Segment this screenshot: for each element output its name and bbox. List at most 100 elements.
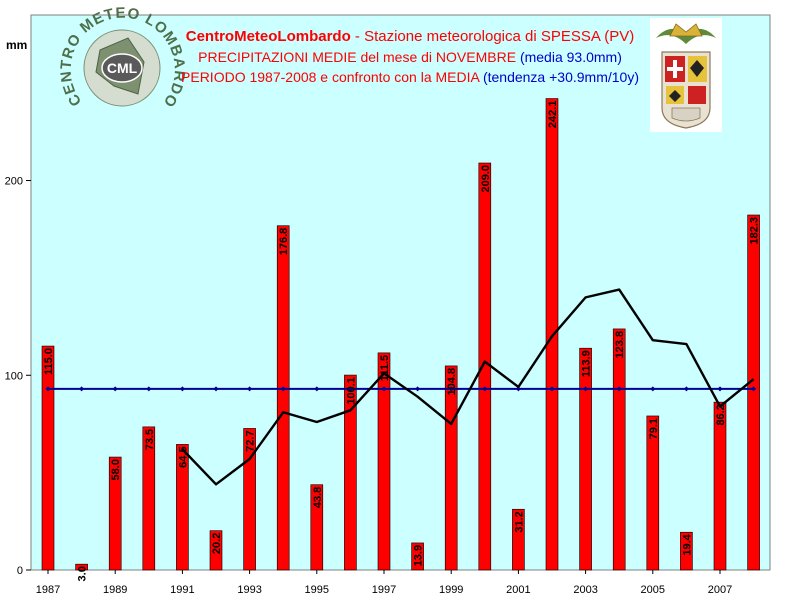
mean-point	[549, 386, 555, 392]
bar	[512, 508, 525, 571]
crest-cross	[667, 60, 683, 78]
mean-point	[683, 386, 689, 392]
lines	[45, 288, 757, 486]
bar-value-label: 19.4	[681, 533, 693, 555]
bar-value-label: 79.1	[648, 418, 660, 439]
trend-value-text: (tendenza +30.9mm/10y)	[482, 69, 639, 85]
x-tick-label: 1993	[237, 584, 261, 596]
crest-wreath	[656, 28, 716, 44]
bar	[75, 563, 88, 571]
bar-value-label: 111.5	[379, 355, 391, 381]
bar	[545, 98, 559, 571]
mean-point	[146, 386, 152, 392]
bar	[646, 415, 660, 571]
bar	[680, 531, 693, 571]
bar-value-label: 242.1	[547, 101, 559, 129]
station-name: - Stazione meteorologica di SPESSA (PV)	[350, 28, 635, 45]
bar-value-label: 64.5	[177, 446, 189, 467]
bar-value-label: 104.8	[446, 368, 458, 396]
bar-value-label: 31.2	[513, 511, 525, 532]
y-unit-label: mm	[6, 38, 28, 52]
mean-point	[247, 386, 253, 392]
chart-title-line-1: CentroMeteoLombardo - Stazione meteorolo…	[140, 28, 680, 45]
bar	[243, 428, 256, 571]
bar-value-label: 115.0	[43, 348, 55, 375]
bar-value-label: 3.0	[77, 566, 89, 581]
bar	[411, 542, 424, 571]
mean-point	[650, 386, 656, 392]
trend-line	[181, 288, 755, 486]
y-tick-label: 200	[5, 176, 23, 188]
x-tick-label: 2007	[708, 584, 732, 596]
x-tick-label: 2003	[573, 584, 597, 596]
x-tick-label: 1987	[36, 584, 60, 596]
crest-castle	[671, 107, 701, 122]
bars	[41, 98, 760, 571]
bar	[176, 444, 189, 571]
chart-title-line-2: PRECIPITAZIONI MEDIE del mese di NOVEMBR…	[140, 49, 680, 65]
mean-value-text: (media 93.0mm)	[519, 49, 622, 65]
mean-point	[381, 386, 387, 392]
mean-point	[280, 386, 286, 392]
bar-value-label: 113.9	[581, 350, 593, 377]
bar	[344, 374, 357, 571]
bar-value-labels: 115.0 3.0 58.0 73.5 64.5 20.2 72.7 176.8 43.8 100…	[43, 101, 761, 582]
x-tick-label: 1999	[439, 584, 463, 596]
bar	[310, 484, 324, 571]
logo-oval	[101, 53, 143, 83]
mean-point	[583, 386, 589, 392]
bar-value-label: 176.8	[278, 228, 290, 256]
crest-eagle-2	[669, 90, 681, 102]
bar	[276, 225, 290, 571]
bar	[444, 365, 458, 571]
chart-title-line-3: PERIODO 1987-2008 e confronto con la MED…	[140, 69, 680, 85]
mean-point	[448, 386, 454, 392]
x-tick-label: 1995	[305, 584, 329, 596]
bar	[579, 347, 592, 571]
crest-eagle	[690, 60, 704, 77]
mean-point	[314, 386, 320, 392]
bar	[142, 426, 156, 571]
mean-point	[179, 386, 185, 392]
province-crest	[650, 18, 722, 132]
bar	[41, 345, 55, 571]
period-text: PERIODO 1987-2008 e confronto con la MED…	[181, 69, 483, 85]
bar-value-label: 20.2	[211, 533, 223, 554]
x-tick-label: 2001	[506, 584, 530, 596]
bar	[108, 456, 122, 571]
mean-point	[213, 386, 219, 392]
mean-point	[79, 386, 85, 392]
bar-value-label: 182.3	[749, 217, 761, 245]
mean-point	[751, 386, 757, 392]
bar-value-label: 58.0	[110, 459, 122, 480]
crest-quarter-4	[688, 86, 706, 104]
bar	[478, 162, 492, 571]
axis-ticks: 0 100 200 1987 1989 1991 1993 1995 1997 1999 2001 2…	[5, 176, 733, 596]
subtitle-text: PRECIPITAZIONI MEDIE del mese di NOVEMBR…	[198, 49, 520, 65]
x-tick-label: 1989	[103, 584, 127, 596]
bar-value-label: 13.9	[413, 545, 425, 566]
bar-value-label: 86.2	[715, 404, 727, 425]
bar	[713, 401, 727, 571]
mean-point	[717, 386, 723, 392]
bar-value-label: 100.1	[345, 377, 357, 405]
bar-value-label: 73.5	[144, 429, 156, 450]
bar	[377, 352, 391, 571]
brand-name: CentroMeteoLombardo	[185, 28, 351, 45]
y-tick-label: 0	[17, 565, 23, 577]
bar-value-label: 209.0	[480, 165, 492, 193]
x-tick-label: 2005	[641, 584, 665, 596]
x-tick-label: 1997	[372, 584, 396, 596]
mean-point	[482, 386, 488, 392]
crest-crown	[669, 23, 703, 37]
mean-point	[515, 386, 521, 392]
bar-value-label: 43.8	[312, 487, 324, 508]
mean-point	[347, 386, 353, 392]
bar	[612, 328, 626, 571]
bar	[209, 530, 223, 571]
mean-point	[112, 386, 118, 392]
mean-point	[415, 386, 421, 392]
